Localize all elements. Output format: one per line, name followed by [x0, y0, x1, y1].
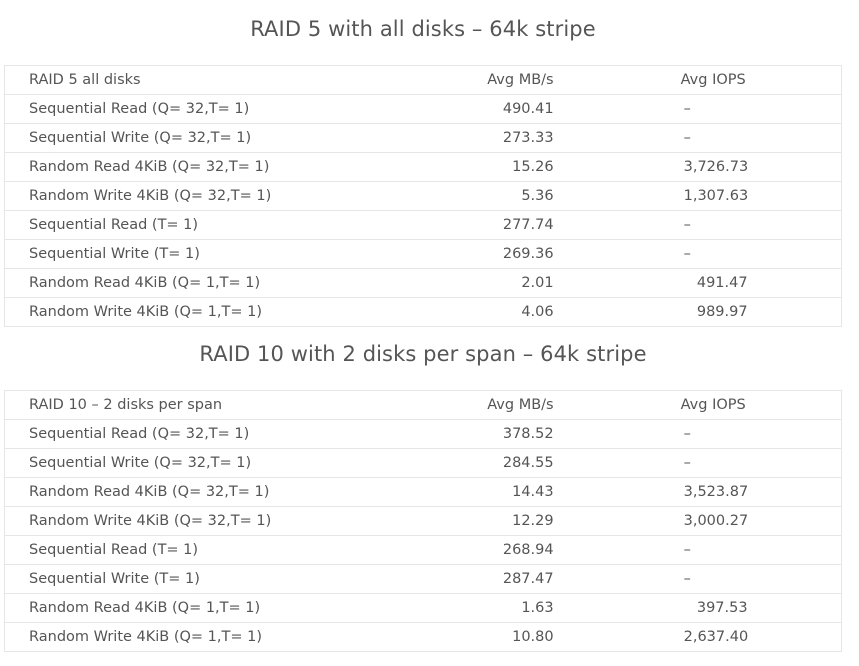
- table-row: Random Read 4KiB (Q= 32,T= 1) 15.26 3,726.…: [3, 152, 842, 182]
- table-header-row: RAID 10 – 2 disks per span Avg MB/s Avg …: [3, 390, 842, 420]
- test-name-cell: Sequential Read (T= 1): [3, 210, 414, 240]
- raid10-section-title: RAID 10 with 2 disks per span – 64k stri…: [199, 342, 647, 366]
- test-name-cell: Sequential Read (T= 1): [3, 535, 414, 565]
- test-name-cell: Random Write 4KiB (Q= 32,T= 1): [3, 506, 414, 536]
- test-name-cell: Sequential Write (T= 1): [3, 239, 414, 269]
- avg-iops-cell: 3,726.73: [557, 152, 842, 182]
- avg-iops-cell: –: [557, 448, 842, 478]
- table-row: Sequential Write (T= 1) 287.47 –: [3, 564, 842, 594]
- avg-iops-cell: 491.47: [557, 268, 842, 298]
- raid10-results-table: RAID 10 – 2 disks per span Avg MB/s Avg …: [3, 390, 842, 652]
- avg-mbps-cell: 490.41: [413, 94, 558, 124]
- avg-mbps-cell: 268.94: [413, 535, 558, 565]
- table-row: Sequential Write (T= 1) 269.36 –: [3, 239, 842, 269]
- avg-mbps-cell: 12.29: [413, 506, 558, 536]
- table-row: Sequential Read (Q= 32,T= 1) 490.41 –: [3, 94, 842, 124]
- avg-iops-value: –: [683, 571, 691, 587]
- test-name-cell: Random Read 4KiB (Q= 1,T= 1): [3, 593, 414, 623]
- table-row: Sequential Write (Q= 32,T= 1) 273.33 –: [3, 123, 842, 153]
- avg-iops-cell: –: [557, 239, 842, 269]
- test-name-cell: Random Write 4KiB (Q= 1,T= 1): [3, 622, 414, 652]
- raid5-section-title: RAID 5 with all disks – 64k stripe: [250, 17, 596, 41]
- test-name-cell: Random Read 4KiB (Q= 32,T= 1): [3, 477, 414, 507]
- avg-mbps-cell: 273.33: [413, 123, 558, 153]
- avg-mbps-cell: 10.80: [413, 622, 558, 652]
- avg-iops-value: –: [683, 542, 691, 558]
- column-header-avg-iops: Avg IOPS: [557, 65, 842, 95]
- column-header-avg-mbps: Avg MB/s: [413, 65, 558, 95]
- table-row: Random Write 4KiB (Q= 1,T= 1) 10.80 2,637.…: [3, 622, 842, 652]
- test-name-cell: Sequential Write (Q= 32,T= 1): [3, 448, 414, 478]
- avg-iops-cell: –: [557, 564, 842, 594]
- avg-iops-cell: –: [557, 210, 842, 240]
- avg-mbps-cell: 378.52: [413, 419, 558, 449]
- avg-mbps-cell: 14.43: [413, 477, 558, 507]
- table-row: Sequential Read (Q= 32,T= 1) 378.52 –: [3, 419, 842, 449]
- avg-mbps-cell: 15.26: [413, 152, 558, 182]
- avg-iops-value: 491.47: [696, 275, 748, 291]
- table-row: Random Read 4KiB (Q= 1,T= 1) 1.63 397.53: [3, 593, 842, 623]
- avg-iops-value: –: [683, 246, 691, 262]
- avg-iops-cell: 3,523.87: [557, 477, 842, 507]
- column-header-avg-mbps: Avg MB/s: [413, 390, 558, 420]
- avg-mbps-cell: 1.63: [413, 593, 558, 623]
- column-header-test: RAID 10 – 2 disks per span: [3, 390, 414, 420]
- avg-iops-cell: 2,637.40: [557, 622, 842, 652]
- test-name-cell: Random Write 4KiB (Q= 32,T= 1): [3, 181, 414, 211]
- avg-iops-value: 3,000.27: [683, 513, 749, 529]
- avg-mbps-cell: 269.36: [413, 239, 558, 269]
- avg-iops-cell: –: [557, 535, 842, 565]
- test-name-cell: Random Read 4KiB (Q= 32,T= 1): [3, 152, 414, 182]
- table-row: Random Read 4KiB (Q= 1,T= 1) 2.01 491.47: [3, 268, 842, 298]
- avg-iops-value: 2,637.40: [683, 629, 749, 645]
- avg-iops-value: 1,307.63: [683, 188, 749, 204]
- avg-iops-cell: –: [557, 123, 842, 153]
- avg-iops-cell: 3,000.27: [557, 506, 842, 536]
- table-header-row: RAID 5 all disks Avg MB/s Avg IOPS: [3, 65, 842, 95]
- table-row: Random Write 4KiB (Q= 32,T= 1) 12.29 3,000…: [3, 506, 842, 536]
- column-header-avg-iops: Avg IOPS: [557, 390, 842, 420]
- test-name-cell: Random Read 4KiB (Q= 1,T= 1): [3, 268, 414, 298]
- avg-iops-value: –: [683, 217, 691, 233]
- avg-mbps-cell: 277.74: [413, 210, 558, 240]
- test-name-cell: Sequential Write (T= 1): [3, 564, 414, 594]
- avg-mbps-cell: 287.47: [413, 564, 558, 594]
- avg-iops-cell: –: [557, 419, 842, 449]
- avg-mbps-cell: 284.55: [413, 448, 558, 478]
- test-name-cell: Sequential Read (Q= 32,T= 1): [3, 94, 414, 124]
- test-name-cell: Random Write 4KiB (Q= 1,T= 1): [3, 297, 414, 327]
- table-row: Sequential Read (T= 1) 277.74 –: [3, 210, 842, 240]
- table-row: Random Write 4KiB (Q= 32,T= 1) 5.36 1,307.…: [3, 181, 842, 211]
- avg-iops-value: 3,523.87: [683, 484, 749, 500]
- table-row: Random Read 4KiB (Q= 32,T= 1) 14.43 3,523.…: [3, 477, 842, 507]
- avg-iops-value: –: [683, 426, 691, 442]
- avg-iops-value: 397.53: [696, 600, 748, 616]
- avg-iops-cell: –: [557, 94, 842, 124]
- avg-mbps-cell: 4.06: [413, 297, 558, 327]
- column-header-test: RAID 5 all disks: [3, 65, 414, 95]
- avg-iops-cell: 397.53: [557, 593, 842, 623]
- avg-iops-cell: 989.97: [557, 297, 842, 327]
- test-name-cell: Sequential Write (Q= 32,T= 1): [3, 123, 414, 153]
- table-row: Sequential Write (Q= 32,T= 1) 284.55 –: [3, 448, 842, 478]
- avg-mbps-cell: 2.01: [413, 268, 558, 298]
- table-row: Sequential Read (T= 1) 268.94 –: [3, 535, 842, 565]
- avg-mbps-cell: 5.36: [413, 181, 558, 211]
- avg-iops-value: 3,726.73: [683, 159, 749, 175]
- avg-iops-value: –: [683, 130, 691, 146]
- avg-iops-value: –: [683, 101, 691, 117]
- table-row: Random Write 4KiB (Q= 1,T= 1) 4.06 989.97: [3, 297, 842, 327]
- avg-iops-value: 989.97: [696, 304, 748, 320]
- avg-iops-cell: 1,307.63: [557, 181, 842, 211]
- raid5-results-table: RAID 5 all disks Avg MB/s Avg IOPS Seque…: [3, 65, 842, 327]
- avg-iops-value: –: [683, 455, 691, 471]
- test-name-cell: Sequential Read (Q= 32,T= 1): [3, 419, 414, 449]
